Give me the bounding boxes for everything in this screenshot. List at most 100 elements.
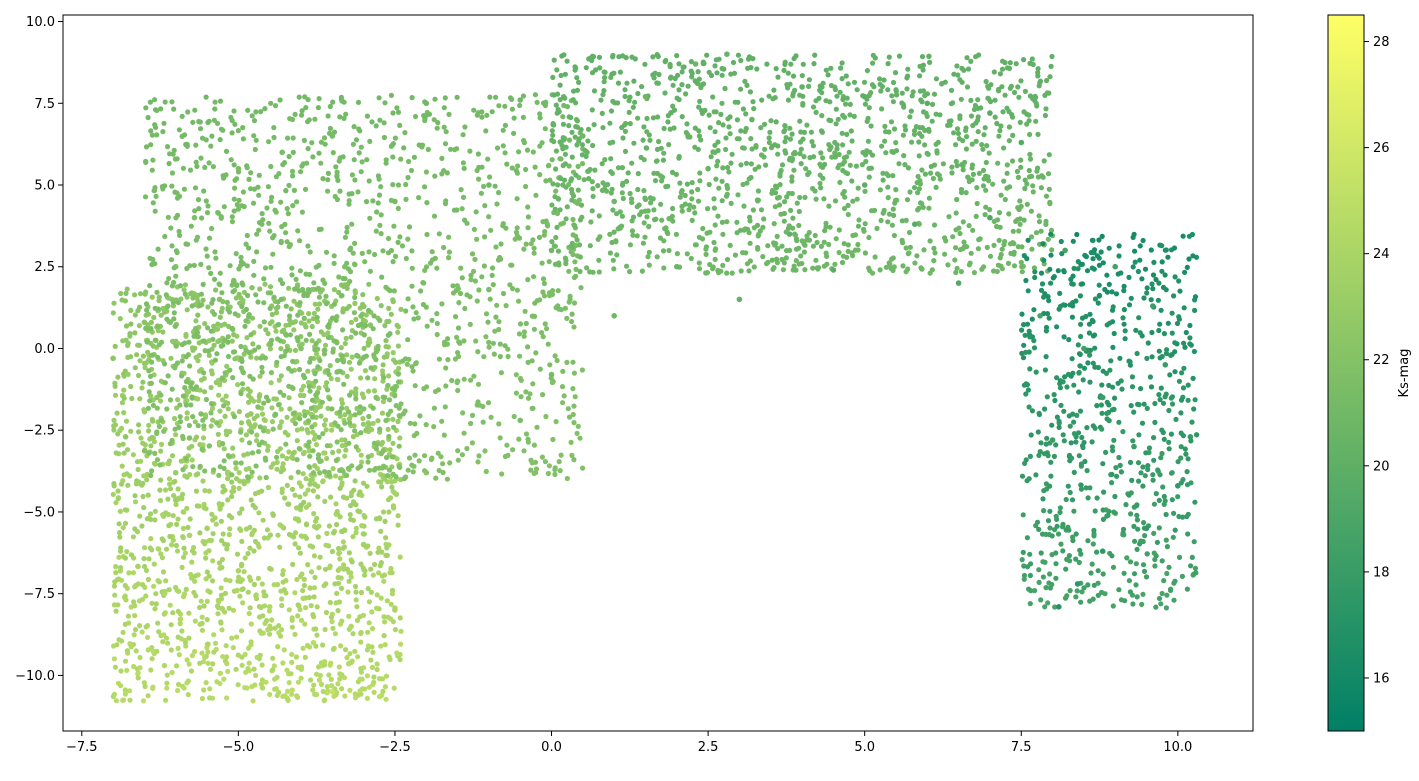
- scatter-point-texture: [263, 327, 269, 333]
- scatter-point-texture: [839, 130, 845, 136]
- scatter-point-texture: [577, 435, 583, 441]
- scatter-point-texture: [523, 431, 530, 437]
- scatter-point-texture: [641, 157, 647, 163]
- scatter-point-texture: [377, 317, 383, 323]
- scatter-point-texture: [1185, 531, 1191, 537]
- scatter-point-texture: [346, 416, 352, 422]
- scatter-point-texture: [1132, 259, 1138, 265]
- scatter-point-texture: [473, 209, 479, 215]
- scatter-point-texture: [323, 417, 329, 423]
- scatter-point-texture: [305, 430, 311, 436]
- scatter-point-texture: [246, 399, 252, 405]
- scatter-point-texture: [292, 492, 298, 498]
- scatter-point-texture: [666, 142, 672, 148]
- scatter-point-texture: [899, 218, 905, 224]
- scatter-point-texture: [337, 155, 343, 161]
- scatter-point-texture: [515, 163, 521, 169]
- scatter-point-texture: [999, 66, 1006, 72]
- scatter-point-texture: [158, 312, 164, 318]
- scatter-point-texture: [735, 192, 741, 198]
- scatter-point-texture: [708, 154, 714, 160]
- scatter-point-texture: [917, 63, 923, 69]
- scatter-point-texture: [1042, 112, 1048, 119]
- scatter-point-texture: [1154, 539, 1160, 546]
- scatter-point-texture: [558, 452, 564, 458]
- scatter-point-texture: [202, 654, 208, 660]
- scatter-point-texture: [211, 467, 217, 473]
- scatter-point-texture: [455, 387, 461, 394]
- scatter-point-texture: [1182, 269, 1188, 275]
- scatter-point-texture: [398, 306, 404, 312]
- scatter-point-texture: [233, 476, 240, 482]
- scatter-point-texture: [758, 152, 765, 158]
- scatter-point-texture: [720, 122, 726, 128]
- scatter-point-texture: [270, 426, 276, 432]
- scatter-point-texture: [979, 142, 985, 148]
- scatter-point-texture: [840, 96, 846, 103]
- scatter-point-texture: [1035, 66, 1041, 72]
- scatter-point-texture: [644, 115, 650, 122]
- scatter-point-texture: [1100, 260, 1106, 266]
- scatter-point-texture: [544, 326, 550, 332]
- scatter-point-texture: [301, 449, 308, 455]
- scatter-point-texture: [778, 211, 784, 217]
- scatter-point-texture: [1001, 145, 1007, 151]
- scatter-point-texture: [173, 215, 179, 221]
- scatter-point-texture: [474, 167, 480, 174]
- scatter-point-texture: [286, 153, 292, 160]
- scatter-point-texture: [677, 194, 683, 200]
- scatter-point-texture: [288, 306, 294, 312]
- scatter-point-texture: [197, 660, 203, 666]
- scatter-point-texture: [147, 283, 153, 289]
- scatter-point-texture: [868, 90, 874, 96]
- scatter-point-texture: [252, 347, 258, 353]
- scatter-point-texture: [151, 583, 157, 589]
- scatter-point-texture: [210, 336, 216, 342]
- scatter-point-texture: [1036, 410, 1042, 416]
- scatter-point-texture: [306, 383, 312, 390]
- plot-area: [62, 14, 1254, 732]
- scatter-point-texture: [569, 176, 575, 182]
- scatter-point-texture: [1171, 597, 1177, 603]
- scatter-point-texture: [1032, 274, 1038, 281]
- scatter-point-texture: [395, 109, 402, 115]
- scatter-point-texture: [214, 326, 221, 332]
- scatter-point-texture: [179, 113, 185, 119]
- scatter-point-texture: [377, 222, 383, 228]
- scatter-point-texture: [115, 602, 121, 608]
- scatter-point-texture: [706, 181, 712, 188]
- scatter-point-texture: [343, 447, 349, 453]
- scatter-point-texture: [521, 140, 528, 146]
- scatter-point-texture: [381, 354, 387, 360]
- scatter-point-texture: [1067, 489, 1073, 496]
- scatter-point-texture: [206, 235, 213, 241]
- scatter-point-texture: [267, 532, 273, 538]
- scatter-point-texture: [190, 119, 196, 125]
- scatter-point-texture: [170, 610, 176, 616]
- scatter-point-texture: [353, 597, 359, 603]
- scatter-point-texture: [307, 249, 313, 255]
- scatter-point-texture: [325, 368, 331, 374]
- scatter-point-texture: [326, 321, 332, 327]
- scatter-point-texture: [110, 310, 116, 316]
- scatter-point-texture: [179, 373, 185, 379]
- scatter-point-texture: [333, 473, 339, 479]
- scatter-point-texture: [206, 443, 212, 449]
- scatter-point-texture: [337, 671, 343, 677]
- scatter-point-texture: [201, 375, 207, 381]
- scatter-point-texture: [483, 311, 490, 317]
- scatter-point-texture: [381, 464, 387, 470]
- scatter-point-texture: [188, 402, 194, 408]
- scatter-point-texture: [356, 126, 362, 132]
- scatter-point-texture: [254, 355, 260, 361]
- scatter-point-texture: [215, 431, 221, 437]
- scatter-point-texture: [189, 457, 195, 463]
- scatter-point-texture: [1076, 559, 1082, 566]
- scatter-point-texture: [836, 249, 842, 256]
- scatter-point-texture: [341, 283, 347, 289]
- scatter-point-texture: [1045, 600, 1051, 606]
- scatter-point-texture: [974, 185, 980, 191]
- scatter-point-texture: [1079, 281, 1086, 287]
- scatter-point-texture: [878, 217, 884, 224]
- scatter-point-texture: [131, 599, 137, 605]
